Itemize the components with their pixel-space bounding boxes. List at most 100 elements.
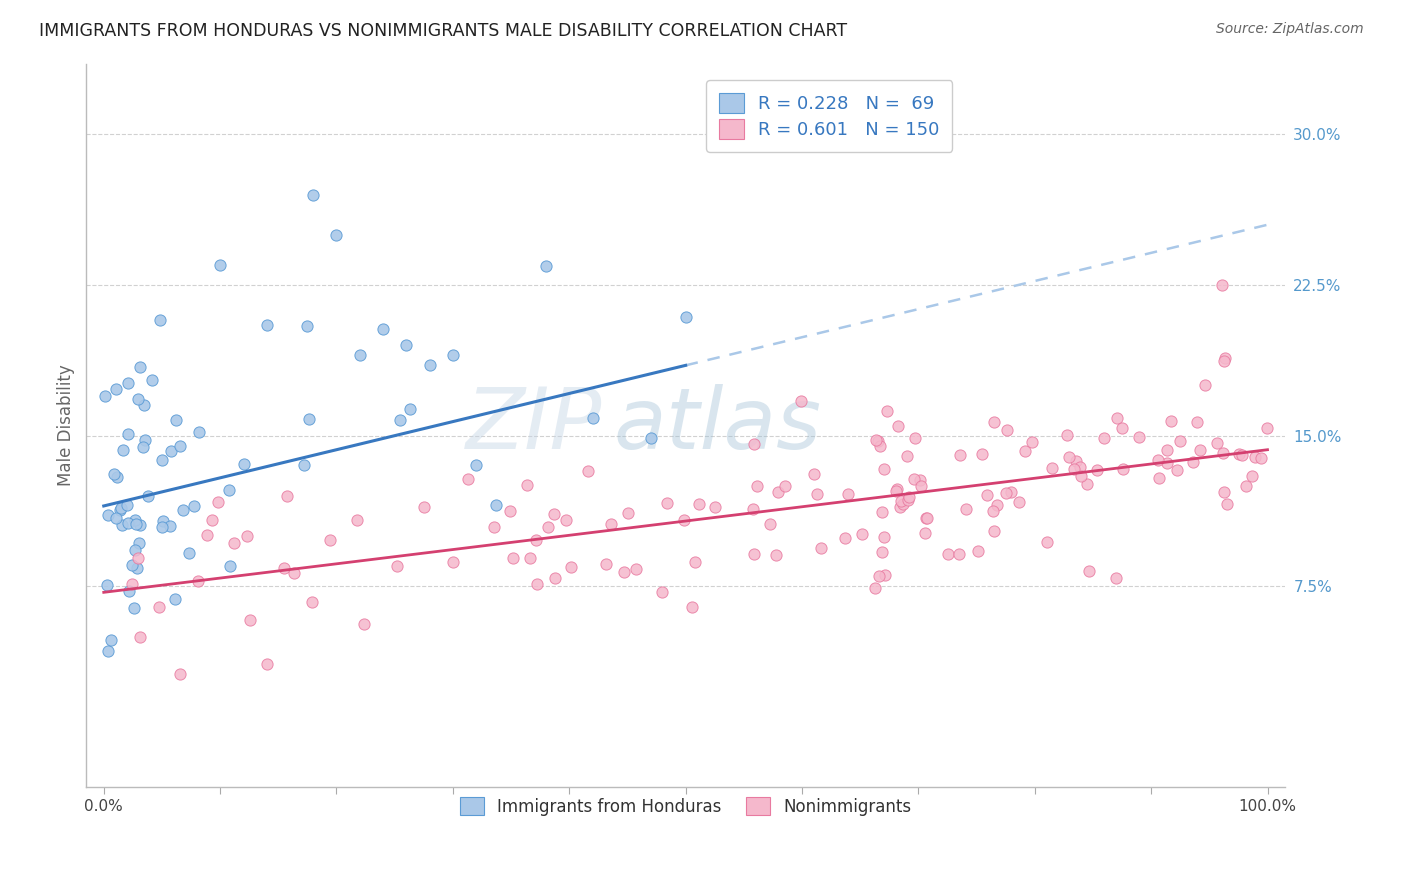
- Point: [741, 501, 763, 516]
- Point: [117, 376, 139, 391]
- Point: [581, 410, 603, 425]
- Point: [1000, 484, 1022, 499]
- Point: [1111, 420, 1133, 434]
- Point: [1070, 469, 1092, 483]
- Point: [543, 571, 565, 585]
- Point: [1063, 462, 1085, 476]
- Point: [655, 496, 678, 510]
- Point: [651, 585, 673, 599]
- Point: [165, 413, 187, 427]
- Point: [349, 348, 371, 362]
- Point: [1076, 476, 1098, 491]
- Point: [1236, 479, 1258, 493]
- Point: [108, 502, 131, 516]
- Point: [704, 500, 727, 515]
- Point: [319, 533, 342, 548]
- Point: [1085, 463, 1108, 477]
- Point: [301, 595, 323, 609]
- Point: [169, 667, 191, 681]
- Point: [1078, 564, 1101, 578]
- Point: [869, 439, 891, 453]
- Point: [188, 425, 211, 439]
- Point: [1147, 471, 1170, 485]
- Point: [555, 513, 578, 527]
- Point: [149, 313, 172, 327]
- Point: [1160, 414, 1182, 428]
- Point: [398, 402, 420, 417]
- Point: [207, 495, 229, 509]
- Point: [1021, 435, 1043, 450]
- Point: [127, 550, 149, 565]
- Point: [1240, 468, 1263, 483]
- Point: [125, 561, 148, 575]
- Point: [889, 500, 911, 515]
- Point: [283, 566, 305, 580]
- Point: [742, 437, 765, 451]
- Point: [117, 516, 139, 530]
- Point: [1156, 456, 1178, 470]
- Point: [613, 565, 636, 579]
- Point: [759, 517, 782, 532]
- Point: [302, 187, 325, 202]
- Point: [983, 503, 1005, 517]
- Point: [936, 547, 959, 561]
- Point: [1035, 535, 1057, 549]
- Point: [129, 631, 152, 645]
- Point: [110, 500, 132, 515]
- Point: [834, 531, 856, 545]
- Point: [904, 431, 927, 445]
- Point: [115, 498, 138, 512]
- Point: [1069, 460, 1091, 475]
- Point: [949, 449, 972, 463]
- Point: [389, 413, 412, 427]
- Point: [121, 558, 143, 573]
- Point: [413, 500, 436, 515]
- Point: [112, 442, 135, 457]
- Point: [986, 498, 1008, 512]
- Point: [94, 389, 117, 403]
- Point: [121, 576, 143, 591]
- Point: [617, 506, 640, 520]
- Point: [118, 584, 141, 599]
- Point: [886, 483, 908, 498]
- Point: [177, 546, 200, 560]
- Point: [1092, 431, 1115, 445]
- Point: [218, 483, 240, 498]
- Point: [1213, 351, 1236, 366]
- Point: [124, 513, 146, 527]
- Point: [626, 562, 648, 576]
- Point: [148, 600, 170, 615]
- Point: [150, 453, 173, 467]
- Point: [218, 558, 240, 573]
- Point: [1105, 411, 1128, 425]
- Point: [256, 318, 278, 333]
- Point: [441, 555, 464, 569]
- Point: [152, 514, 174, 528]
- Point: [519, 550, 541, 565]
- Text: IMMIGRANTS FROM HONDURAS VS NONIMMIGRANTS MALE DISABILITY CORRELATION CHART: IMMIGRANTS FROM HONDURAS VS NONIMMIGRANT…: [39, 22, 848, 40]
- Point: [295, 318, 318, 333]
- Point: [1185, 415, 1208, 429]
- Point: [346, 513, 368, 527]
- Point: [1147, 452, 1170, 467]
- Point: [183, 499, 205, 513]
- Point: [595, 557, 617, 571]
- Point: [1156, 443, 1178, 458]
- Point: [600, 517, 623, 532]
- Point: [1057, 450, 1080, 465]
- Point: [896, 449, 918, 463]
- Point: [851, 526, 873, 541]
- Point: [1168, 434, 1191, 449]
- Point: [141, 373, 163, 387]
- Point: [543, 507, 565, 521]
- Legend: Immigrants from Honduras, Nonimmigrants: Immigrants from Honduras, Nonimmigrants: [450, 787, 921, 826]
- Point: [163, 592, 186, 607]
- Point: [876, 404, 898, 418]
- Point: [169, 438, 191, 452]
- Point: [232, 457, 254, 471]
- Point: [534, 259, 557, 273]
- Point: [886, 483, 908, 497]
- Point: [129, 360, 152, 375]
- Point: [457, 472, 479, 486]
- Point: [903, 472, 925, 486]
